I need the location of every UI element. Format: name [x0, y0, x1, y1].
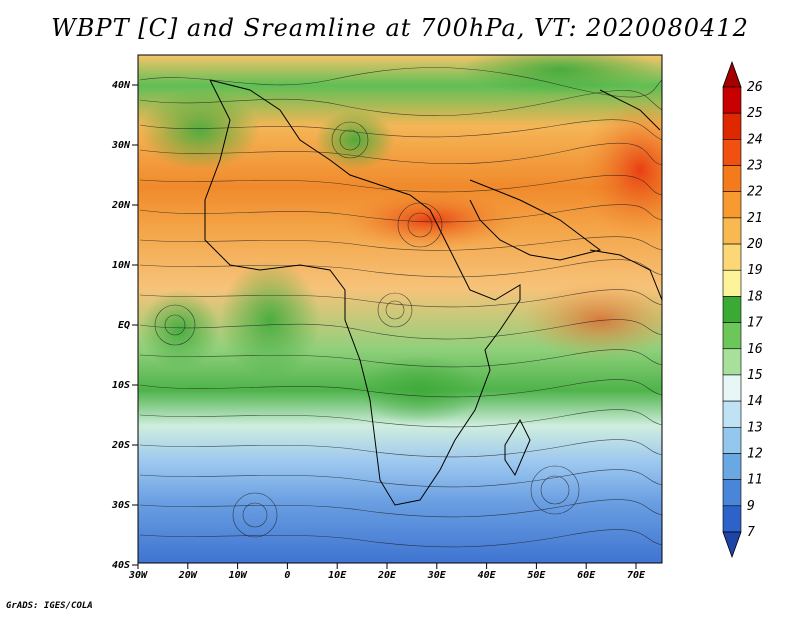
- lat-label: 10N: [112, 260, 131, 271]
- lon-label: 20E: [377, 570, 397, 581]
- lat-label: 10S: [112, 380, 130, 391]
- lat-label: 30S: [111, 500, 130, 511]
- colorbar-swatch: [722, 217, 742, 245]
- latitude-axis: 40N 30N 20N 10N EQ 10S 20S 30S 40S: [111, 80, 138, 571]
- lon-label: 0: [284, 570, 290, 581]
- colorbar-swatch: [722, 374, 742, 402]
- colorbar-label: 26: [747, 80, 763, 95]
- colorbar-label: 22: [747, 185, 763, 200]
- colorbar-swatch: [722, 269, 742, 297]
- colorbar-swatch: [722, 86, 742, 114]
- wbpt-shading: [138, 55, 662, 563]
- colorbar-label: 12: [747, 446, 763, 461]
- colorbar-bottom-arrow: [722, 531, 742, 559]
- colorbar-label: 15: [747, 368, 763, 383]
- colorbar-swatch: [722, 165, 742, 193]
- colorbar-label: 16: [747, 342, 763, 357]
- colorbar-swatch: [722, 139, 742, 166]
- colorbar-label: 18: [747, 289, 763, 304]
- colorbar-label: 21: [747, 211, 763, 226]
- colorbar-label: 11: [747, 473, 763, 488]
- colorbar-swatch: [722, 505, 742, 533]
- colorbar-swatch: [722, 191, 742, 219]
- colorbar-swatch: [722, 322, 742, 350]
- lon-label: 30W: [128, 570, 148, 581]
- colorbar: 26 25 24 23 22 21 20 19 18 17 16 15 14 13 12 11 9 7: [722, 60, 763, 559]
- colorbar-label: 14: [747, 394, 763, 409]
- colorbar-swatch: [722, 243, 742, 271]
- lat-label: 40N: [112, 80, 131, 91]
- colorbar-top-arrow: [722, 60, 742, 88]
- colorbar-swatch: [722, 426, 742, 454]
- colorbar-swatch: [722, 400, 742, 428]
- colorbar-swatch: [722, 453, 742, 480]
- lat-label: 30N: [111, 140, 131, 151]
- plot-frame: [137, 54, 663, 564]
- coastlines: [204, 79, 662, 506]
- lon-label: 70E: [627, 570, 646, 581]
- lon-label: 60E: [577, 570, 596, 581]
- colorbar-swatch: [722, 296, 742, 323]
- colorbar-label: 25: [747, 106, 763, 121]
- colorbar-label: 20: [747, 237, 763, 252]
- colorbar-label: 24: [747, 132, 763, 147]
- streamlines: [139, 67, 662, 548]
- colorbar-label: 17: [747, 316, 763, 331]
- lat-label: 20S: [111, 440, 130, 451]
- lon-label: 30E: [427, 570, 447, 581]
- lon-label: 20W: [178, 570, 198, 581]
- grads-credit: GrADS: IGES/COLA: [6, 601, 93, 611]
- lon-label: 50E: [527, 570, 546, 581]
- colorbar-label: 19: [747, 263, 763, 278]
- colorbar-label: 13: [747, 420, 763, 435]
- colorbar-swatch: [722, 479, 742, 507]
- map-title: WBPT [C] and Sreamline at 700hPa, VT: 20…: [51, 14, 749, 42]
- colorbar-label: 9: [747, 499, 755, 514]
- colorbar-swatch: [722, 348, 742, 376]
- colorbar-label: 7: [747, 525, 755, 540]
- colorbar-swatch: [722, 112, 742, 140]
- lat-label: 20N: [111, 200, 131, 211]
- lon-label: 40E: [478, 570, 497, 581]
- lat-label: EQ: [118, 320, 130, 331]
- colorbar-label: 23: [747, 159, 763, 174]
- lon-label: 10W: [229, 570, 248, 581]
- lat-label: 40S: [112, 560, 130, 571]
- longitude-axis: 30W 20W 10W 0 10E 20E 30E 40E 50E 60E 70E: [128, 563, 646, 581]
- lon-label: 10E: [328, 570, 347, 581]
